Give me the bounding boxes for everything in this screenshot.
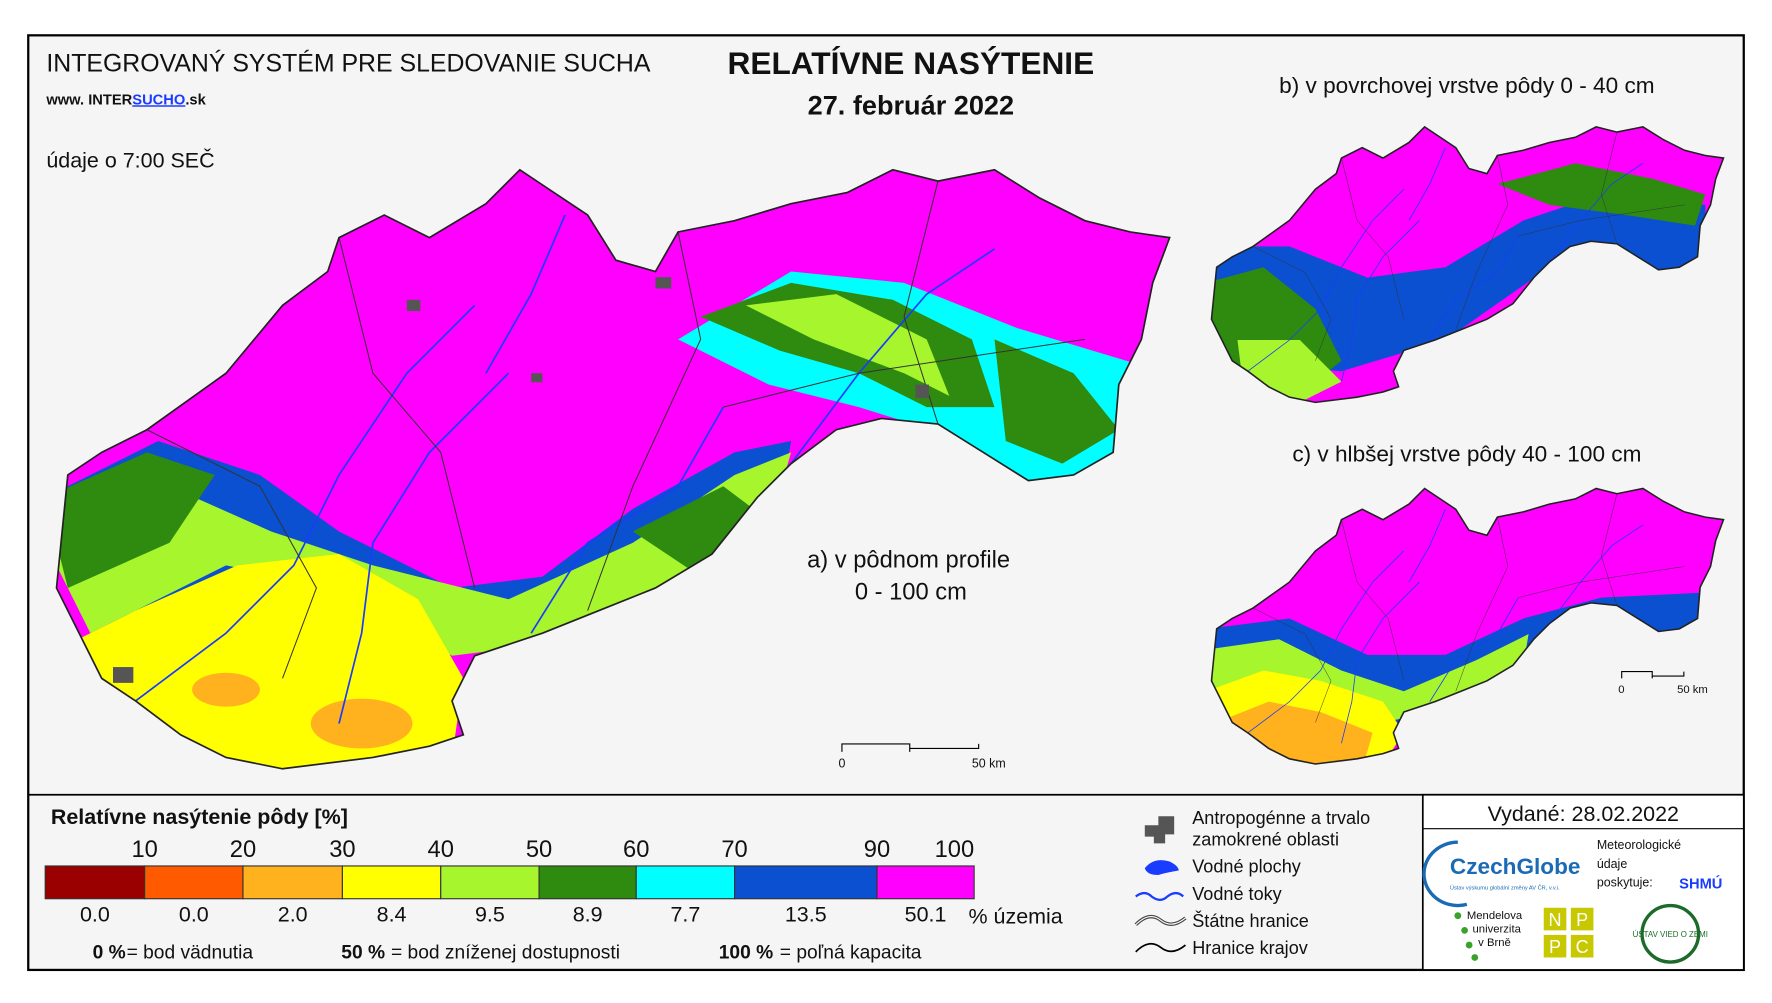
symbol-text: Vodné toky xyxy=(1192,884,1281,904)
legend-swatch xyxy=(635,865,736,900)
mendel: Mendelova xyxy=(1467,910,1523,922)
legend-swatch xyxy=(538,865,637,900)
legend-title: Relatívne nasýtenie pôdy [%] xyxy=(51,805,348,829)
legend-threshold: 40 xyxy=(428,837,454,863)
legend-threshold: 100 xyxy=(935,837,975,863)
mendel: v Brně xyxy=(1478,937,1511,949)
note-text: = bod zníženej dostupnosti xyxy=(391,943,620,964)
nppc: P xyxy=(1549,937,1561,957)
nppc: P xyxy=(1576,910,1588,930)
meteo: poskytuje: xyxy=(1597,875,1653,889)
map-a-label: a) v pôdnom profile xyxy=(807,548,1010,574)
river-icon xyxy=(1135,891,1185,901)
time-note: údaje o 7:00 SEČ xyxy=(46,148,214,173)
meteo: Meteorologické xyxy=(1597,838,1681,852)
legend-threshold: 60 xyxy=(623,837,649,863)
nppc: C xyxy=(1576,937,1589,957)
legend-threshold: 90 xyxy=(864,837,890,863)
nppc: N xyxy=(1548,910,1561,930)
legend-share: 50.1 xyxy=(905,902,947,926)
legend: Relatívne nasýtenie pôdy [%] 0.0 0.0 2.0 8.… xyxy=(44,805,1063,964)
scale-end: 50 km xyxy=(972,757,1006,771)
urban-icon xyxy=(1144,816,1175,844)
meteo: údaje xyxy=(1597,857,1627,871)
legend-swatch xyxy=(440,865,540,900)
symbol-text: Hranice krajov xyxy=(1192,938,1308,958)
scale-bar xyxy=(841,743,980,752)
legend-swatch xyxy=(341,865,442,900)
legend-threshold: 10 xyxy=(131,837,157,863)
uvz: ÚSTAV VIED O ZEMI xyxy=(1633,930,1708,939)
water-icon xyxy=(1144,860,1179,875)
symbol-legend: Antropogénne a trvalo zamokrené oblasti … xyxy=(1134,808,1370,958)
note-text: = poľná kapacita xyxy=(780,943,922,964)
legend-share: 2.0 xyxy=(278,902,308,926)
date: 27. február 2022 xyxy=(808,89,1014,120)
legend-threshold: 20 xyxy=(230,837,256,863)
url: www. INTERSUCHO.sk xyxy=(45,92,206,108)
url-prefix: www. INTER xyxy=(45,92,132,108)
legend-share: 8.4 xyxy=(377,902,407,926)
legend-threshold: 30 xyxy=(329,837,355,863)
url-highlight: SUCHO xyxy=(132,92,185,108)
map-a-depth: 0 - 100 cm xyxy=(855,579,967,605)
legend-swatch xyxy=(734,865,878,900)
symbol-text: Vodné plochy xyxy=(1192,857,1301,877)
map-c-label: c) v hlbšej vrstve pôdy 40 - 100 cm xyxy=(1292,441,1641,466)
symbol-text: zamokrené oblasti xyxy=(1192,830,1339,850)
mendel: univerzita xyxy=(1473,924,1522,936)
legend-share: 0.0 xyxy=(80,902,110,926)
legend-share: 8.9 xyxy=(573,902,603,926)
scale-start-small: 0 xyxy=(1618,684,1624,696)
map-b-label: b) v povrchovej vrstve pôdy 0 - 40 cm xyxy=(1279,73,1654,98)
czechglobe-sub: Ústav výskumu globální změny AV ČR, v.v.… xyxy=(1450,885,1560,892)
url-suffix: .sk xyxy=(185,92,206,108)
symbol-text: Štátne hranice xyxy=(1192,910,1309,931)
credits: Vydané: 28.02.2022 CzechGlobe Ústav výsk… xyxy=(1422,802,1744,964)
scale-bar-small xyxy=(1621,671,1685,679)
legend-swatch xyxy=(144,865,244,900)
scale-start: 0 xyxy=(839,757,846,771)
shmu: SHMÚ xyxy=(1679,875,1722,893)
legend-share: 0.0 xyxy=(179,902,209,926)
legend-swatch xyxy=(242,865,343,900)
legend-unit: % územia xyxy=(968,905,1062,929)
legend-threshold: 70 xyxy=(721,837,747,863)
title: RELATÍVNE NASÝTENIE xyxy=(728,45,1095,81)
czechglobe: CzechGlobe xyxy=(1450,854,1581,879)
legend-swatch xyxy=(876,865,975,900)
scale-end-small: 50 km xyxy=(1677,684,1708,696)
legend-share: 7.7 xyxy=(670,902,700,926)
note-key: 0 % xyxy=(93,943,126,964)
note-key: 50 % xyxy=(341,943,385,964)
legend-share: 13.5 xyxy=(785,902,827,926)
issued: Vydané: 28.02.2022 xyxy=(1488,802,1679,826)
legend-threshold: 50 xyxy=(526,837,552,863)
symbol-text: Antropogénne a trvalo xyxy=(1192,808,1370,828)
legend-swatch xyxy=(44,865,146,900)
legend-share: 9.5 xyxy=(475,902,505,926)
note-text: = bod vädnutia xyxy=(127,943,254,964)
region-icon xyxy=(1135,942,1187,953)
system-title: INTEGROVANÝ SYSTÉM PRE SLEDOVANIE SUCHA xyxy=(46,48,651,77)
note-key: 100 % xyxy=(719,943,773,964)
